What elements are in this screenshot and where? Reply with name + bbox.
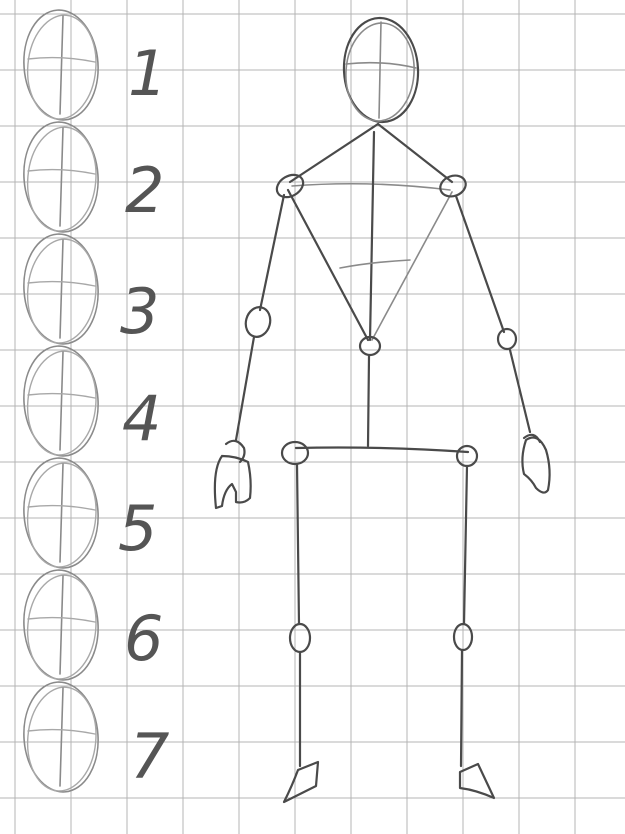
figure-right-leg [452, 464, 496, 800]
head-label-1: 1 [128, 37, 167, 110]
head-label-2: 2 [125, 154, 164, 227]
head-label-7: 7 [130, 720, 169, 793]
head-oval-2 [23, 121, 99, 233]
figure-left-arm [213, 193, 286, 510]
right-shoulder-joint [439, 174, 467, 198]
head-oval-3 [23, 233, 99, 345]
head-oval-1 [23, 9, 99, 121]
head-label-3: 3 [120, 275, 159, 348]
head-oval-7 [23, 681, 99, 793]
figure-left-leg [282, 462, 320, 804]
head-oval-4 [23, 345, 99, 457]
head-label-5: 5 [118, 492, 157, 565]
head-scale-column [23, 9, 99, 793]
stick-figure [213, 16, 551, 804]
head-count-labels: 1 2 3 4 5 6 7 [118, 37, 169, 793]
figure-head [342, 16, 420, 124]
head-label-6: 6 [124, 602, 163, 675]
figure-torso [286, 122, 454, 448]
head-oval-6 [23, 569, 99, 681]
head-oval-5 [23, 457, 99, 569]
left-shoulder-joint [275, 173, 305, 199]
figure-right-arm [454, 194, 551, 494]
head-label-4: 4 [122, 382, 161, 455]
